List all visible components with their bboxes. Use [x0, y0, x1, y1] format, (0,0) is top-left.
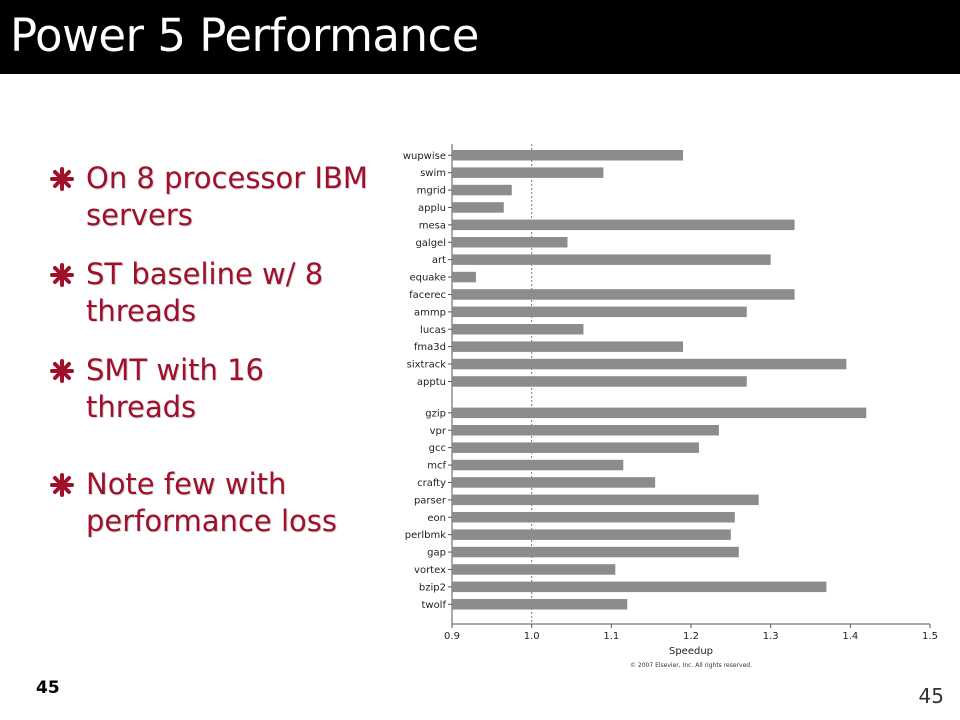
category-label: lucas	[420, 325, 446, 336]
category-label: twolf	[421, 600, 446, 611]
bar	[452, 581, 827, 593]
category-label: applu	[418, 203, 446, 214]
bar	[452, 477, 656, 488]
bullet-item: On 8 processor IBM servers	[50, 160, 380, 234]
category-label: mesa	[419, 220, 446, 231]
category-label: gcc	[429, 443, 446, 454]
bar	[452, 512, 735, 523]
bar	[452, 202, 504, 213]
bullet-item: SMT with 16 threads	[50, 352, 380, 426]
slide-title: Power 5 Performance	[10, 9, 479, 62]
bar	[452, 341, 684, 352]
category-label: eon	[427, 513, 446, 524]
bar	[452, 184, 512, 196]
category-label: wupwise	[403, 151, 446, 162]
bar	[452, 564, 616, 575]
bar	[452, 376, 747, 387]
category-label: equake	[409, 273, 446, 284]
bullet-item: ST baseline w/ 8 threads	[50, 256, 380, 330]
bar	[452, 167, 604, 178]
x-tick-label: 1.3	[763, 631, 779, 642]
bar	[452, 407, 867, 419]
bullet-text: SMT with 16 threads	[86, 353, 265, 424]
category-label: mcf	[427, 461, 446, 472]
bar	[452, 442, 699, 453]
bullet-list: On 8 processor IBM servers ST baseline w…	[50, 160, 380, 562]
category-label: galgel	[415, 238, 446, 249]
bar	[452, 494, 759, 506]
category-label: parser	[414, 495, 447, 506]
bar	[452, 599, 628, 610]
category-label: facerec	[409, 290, 446, 301]
bar	[452, 529, 731, 540]
bullet-item: Note few with performance loss	[50, 466, 380, 540]
copyright-credit: © 2007 Elsevier, Inc. All rights reserve…	[630, 662, 752, 669]
category-label: sixtrack	[407, 360, 447, 371]
category-label: crafty	[417, 478, 446, 489]
bar	[452, 219, 795, 231]
speedup-chart-svg: wupwise swim mgrid applu mesa galgel art equake…	[403, 144, 938, 669]
title-bar: Power 5 Performance	[0, 0, 960, 74]
bar	[452, 271, 476, 283]
x-tick-label: 1.4	[842, 631, 858, 642]
category-label: gzip	[425, 408, 446, 419]
bar	[452, 306, 747, 318]
slide-number-right: 45	[918, 684, 944, 708]
x-tick-label: 1.2	[683, 631, 699, 642]
x-tick-label: 1.0	[524, 631, 540, 642]
bar	[452, 459, 624, 471]
x-tick-label: 1.1	[603, 631, 619, 642]
bar	[452, 358, 847, 370]
x-tick-label: 1.5	[922, 631, 938, 642]
category-label: mgrid	[417, 186, 446, 197]
category-label: art	[432, 255, 446, 266]
bar	[452, 150, 684, 161]
bar	[452, 425, 719, 436]
bullet-text: On 8 processor IBM servers	[86, 161, 368, 232]
bar	[452, 289, 795, 300]
bar	[452, 254, 771, 265]
bullet-text: Note few with performance loss	[86, 467, 337, 538]
asterisk-bullet-icon	[50, 359, 74, 383]
category-label: apptu	[417, 377, 446, 388]
bullet-text: ST baseline w/ 8 threads	[86, 257, 324, 328]
category-label: fma3d	[414, 342, 446, 353]
category-label: perlbmk	[405, 530, 446, 541]
bar	[452, 237, 568, 248]
x-axis-label: Speedup	[669, 646, 713, 657]
category-label: ammp	[414, 307, 446, 318]
bar	[452, 546, 739, 558]
asterisk-bullet-icon	[50, 473, 74, 497]
category-label: vpr	[430, 426, 447, 437]
category-label: swim	[420, 168, 446, 179]
bar	[452, 324, 584, 335]
slide-number-left: 45	[36, 678, 60, 698]
category-label: vortex	[414, 565, 446, 576]
asterisk-bullet-icon	[50, 263, 74, 287]
speedup-chart: wupwise swim mgrid applu mesa galgel art equake…	[390, 138, 950, 678]
asterisk-bullet-icon	[50, 167, 74, 191]
category-label: gap	[427, 548, 446, 559]
category-label: bzip2	[419, 582, 446, 593]
x-tick-label: 0.9	[444, 631, 460, 642]
